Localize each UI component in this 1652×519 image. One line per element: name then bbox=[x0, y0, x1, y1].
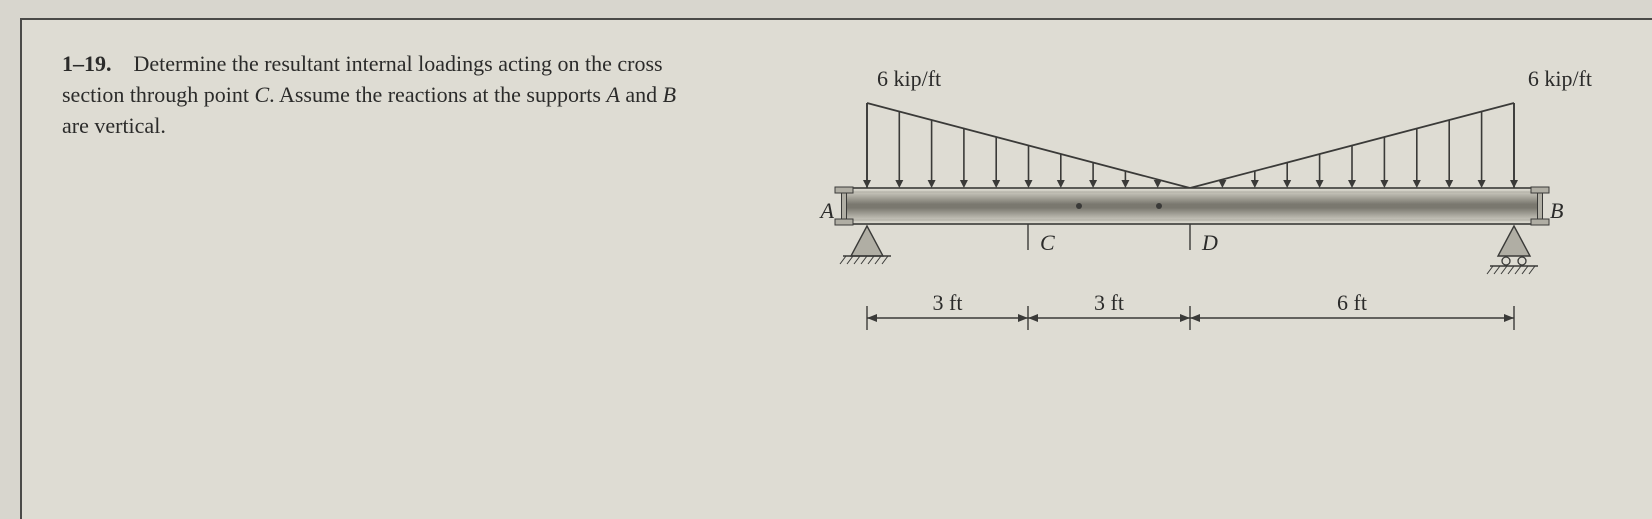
figure-container: 6 kip/ft 6 kip/ft A B C D 3 ft 3 ft 6 ft bbox=[782, 48, 1612, 368]
text-3: are vertical. bbox=[62, 113, 166, 138]
svg-text:D: D bbox=[1201, 230, 1218, 255]
beam-diagram: 6 kip/ft 6 kip/ft A B C D 3 ft 3 ft 6 ft bbox=[782, 48, 1602, 368]
problem-number: 1–19. bbox=[62, 51, 112, 76]
svg-text:6 kip/ft: 6 kip/ft bbox=[1528, 66, 1592, 91]
page-container: 1–19. Determine the resultant internal l… bbox=[20, 18, 1652, 519]
problem-paragraph: 1–19. Determine the resultant internal l… bbox=[62, 48, 702, 142]
content-row: 1–19. Determine the resultant internal l… bbox=[62, 48, 1612, 368]
problem-text: 1–19. Determine the resultant internal l… bbox=[62, 48, 702, 142]
point-a-ref: A bbox=[606, 82, 619, 107]
svg-text:6 ft: 6 ft bbox=[1337, 290, 1367, 315]
svg-text:3 ft: 3 ft bbox=[933, 290, 963, 315]
svg-text:6 kip/ft: 6 kip/ft bbox=[877, 66, 941, 91]
svg-text:3 ft: 3 ft bbox=[1094, 290, 1124, 315]
point-b-ref: B bbox=[663, 82, 676, 107]
svg-text:A: A bbox=[819, 198, 835, 223]
text-and: and bbox=[620, 82, 663, 107]
svg-text:C: C bbox=[1040, 230, 1055, 255]
svg-text:B: B bbox=[1550, 198, 1563, 223]
point-c-ref: C bbox=[254, 82, 269, 107]
text-2: . Assume the reactions at the supports bbox=[269, 82, 606, 107]
